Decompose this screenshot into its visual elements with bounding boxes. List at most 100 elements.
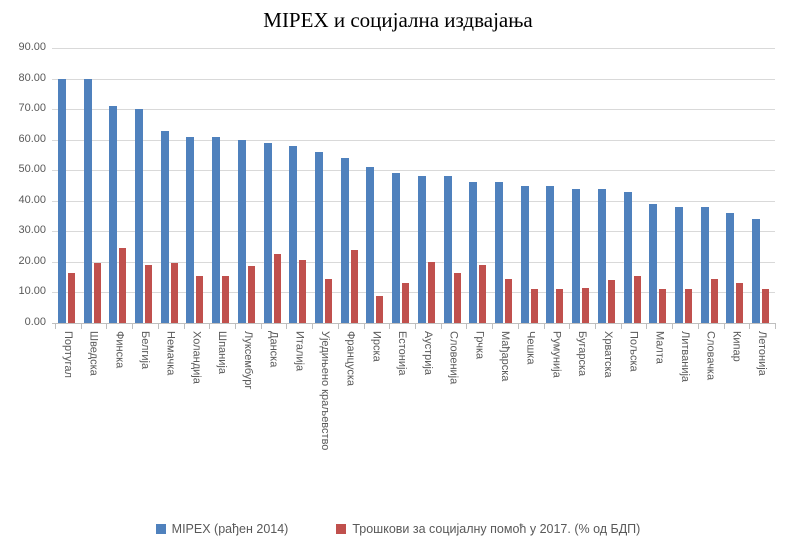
x-axis-tick bbox=[337, 323, 339, 329]
bar-social-spending bbox=[196, 275, 204, 323]
bar-mipex bbox=[237, 139, 246, 323]
bar-social-spending bbox=[402, 283, 410, 323]
bar-social-spending bbox=[145, 264, 152, 323]
x-axis-category-label: Кипар bbox=[730, 331, 743, 362]
bar-social-spending bbox=[633, 275, 641, 323]
gridline bbox=[52, 292, 775, 294]
x-axis-tick bbox=[286, 323, 288, 329]
x-axis-tick bbox=[749, 323, 751, 329]
bar-mipex bbox=[752, 219, 761, 323]
x-axis-tick bbox=[595, 323, 596, 329]
bar-social-spending bbox=[247, 266, 255, 323]
bar-social-spending bbox=[222, 275, 230, 323]
bar-social-spending bbox=[479, 264, 487, 323]
bar-mipex bbox=[546, 185, 555, 323]
x-axis-tick bbox=[260, 323, 262, 329]
bar-social-spending bbox=[556, 289, 564, 323]
legend-swatch-blue-icon bbox=[155, 524, 166, 534]
x-axis-category-label: Аустрија bbox=[421, 331, 434, 375]
bar-social-spending bbox=[453, 272, 461, 323]
x-axis-category-label: Финска bbox=[113, 331, 126, 369]
x-axis-category-label: Португал bbox=[61, 331, 74, 378]
x-axis-category-label: Ирска bbox=[370, 331, 383, 362]
bar-mipex bbox=[57, 78, 66, 323]
gridline bbox=[52, 200, 775, 202]
x-axis-category-label: Шпанија bbox=[216, 331, 229, 374]
x-axis-tick bbox=[55, 323, 56, 329]
x-axis-tick bbox=[389, 323, 391, 329]
x-axis-line bbox=[52, 323, 775, 324]
bar-mipex bbox=[135, 109, 143, 323]
bar-mipex bbox=[315, 151, 323, 323]
x-axis-category-label: Чешка bbox=[524, 331, 537, 365]
x-axis-tick bbox=[723, 323, 725, 329]
x-axis-category-label: Луксембург bbox=[241, 331, 254, 390]
bar-social-spending bbox=[119, 248, 127, 323]
x-axis-category-label: Данска bbox=[267, 331, 280, 368]
x-axis-category-label: Италија bbox=[293, 331, 306, 372]
bar-social-spending bbox=[273, 254, 281, 323]
bar-mipex bbox=[340, 158, 349, 323]
x-axis-category-label: Холандија bbox=[190, 331, 203, 384]
bar-mipex bbox=[623, 191, 632, 323]
chart-title: MIPEX и социјална издвајања bbox=[263, 8, 533, 32]
x-axis-category-label: Румунија bbox=[550, 331, 563, 378]
bar-mipex bbox=[417, 176, 426, 323]
x-axis-category-label: Летонија bbox=[756, 331, 769, 376]
bar-mipex bbox=[289, 145, 298, 323]
bar-mipex bbox=[263, 142, 272, 323]
x-axis-category-label: Естонија bbox=[396, 331, 409, 376]
x-axis-category-label: Белгија bbox=[139, 331, 151, 370]
bar-social-spending bbox=[762, 289, 770, 323]
x-axis-tick bbox=[646, 323, 648, 329]
bar-mipex bbox=[520, 185, 529, 323]
x-axis-tick bbox=[132, 323, 134, 329]
x-axis-category-label: Словачка bbox=[704, 331, 717, 381]
gridline bbox=[52, 78, 775, 80]
legend: MIPEX (рађен 2014) Трошкови за социјалну… bbox=[0, 522, 796, 536]
x-axis-category-label: Мађарска bbox=[499, 331, 511, 382]
x-axis-category-label: Хрватска bbox=[601, 331, 614, 378]
x-axis-tick bbox=[363, 323, 365, 329]
bar-social-spending bbox=[582, 287, 590, 323]
bar-social-spending bbox=[685, 289, 692, 323]
legend-item-mipex: MIPEX (рађен 2014) bbox=[155, 522, 289, 536]
bar-mipex bbox=[83, 78, 92, 323]
bar-social-spending bbox=[710, 278, 718, 323]
gridline bbox=[52, 261, 775, 263]
x-axis-tick bbox=[415, 323, 416, 329]
bar-social-spending bbox=[325, 278, 332, 323]
bar-social-spending bbox=[427, 261, 435, 323]
bar-mipex bbox=[160, 130, 169, 323]
bar-social-spending bbox=[376, 295, 384, 323]
x-axis-tick bbox=[235, 323, 236, 329]
bar-mipex bbox=[212, 136, 221, 323]
bar-mipex bbox=[597, 188, 606, 323]
x-axis-tick bbox=[106, 323, 108, 329]
bar-mipex bbox=[109, 106, 118, 323]
x-axis-tick bbox=[672, 323, 674, 329]
y-axis-tick-label: 80.00 bbox=[18, 71, 46, 84]
y-axis-tick-label: 90.00 bbox=[18, 41, 46, 53]
y-axis-tick-label: 10.00 bbox=[18, 285, 46, 298]
gridline bbox=[52, 170, 775, 172]
legend-label-mipex: MIPEX (рађен 2014) bbox=[171, 522, 289, 536]
bar-social-spending bbox=[93, 263, 101, 323]
bar-social-spending bbox=[530, 289, 538, 323]
x-axis-tick bbox=[775, 323, 776, 329]
x-axis-category-label: Словенија bbox=[447, 331, 460, 385]
x-axis-category-label: Француска bbox=[344, 331, 357, 387]
x-axis-category-label: Грчка bbox=[473, 331, 486, 360]
x-axis-tick bbox=[466, 323, 468, 329]
bar-social-spending bbox=[170, 263, 178, 323]
x-axis-category-label: Малта bbox=[653, 331, 666, 364]
bar-mipex bbox=[366, 167, 375, 323]
bar-mipex bbox=[675, 206, 683, 323]
gridline bbox=[52, 109, 775, 111]
x-axis-tick bbox=[543, 323, 545, 329]
x-axis-tick bbox=[517, 323, 519, 329]
y-axis-tick-label: 70.00 bbox=[18, 102, 46, 115]
bar-mipex bbox=[186, 136, 195, 323]
bar-mipex bbox=[700, 206, 709, 323]
